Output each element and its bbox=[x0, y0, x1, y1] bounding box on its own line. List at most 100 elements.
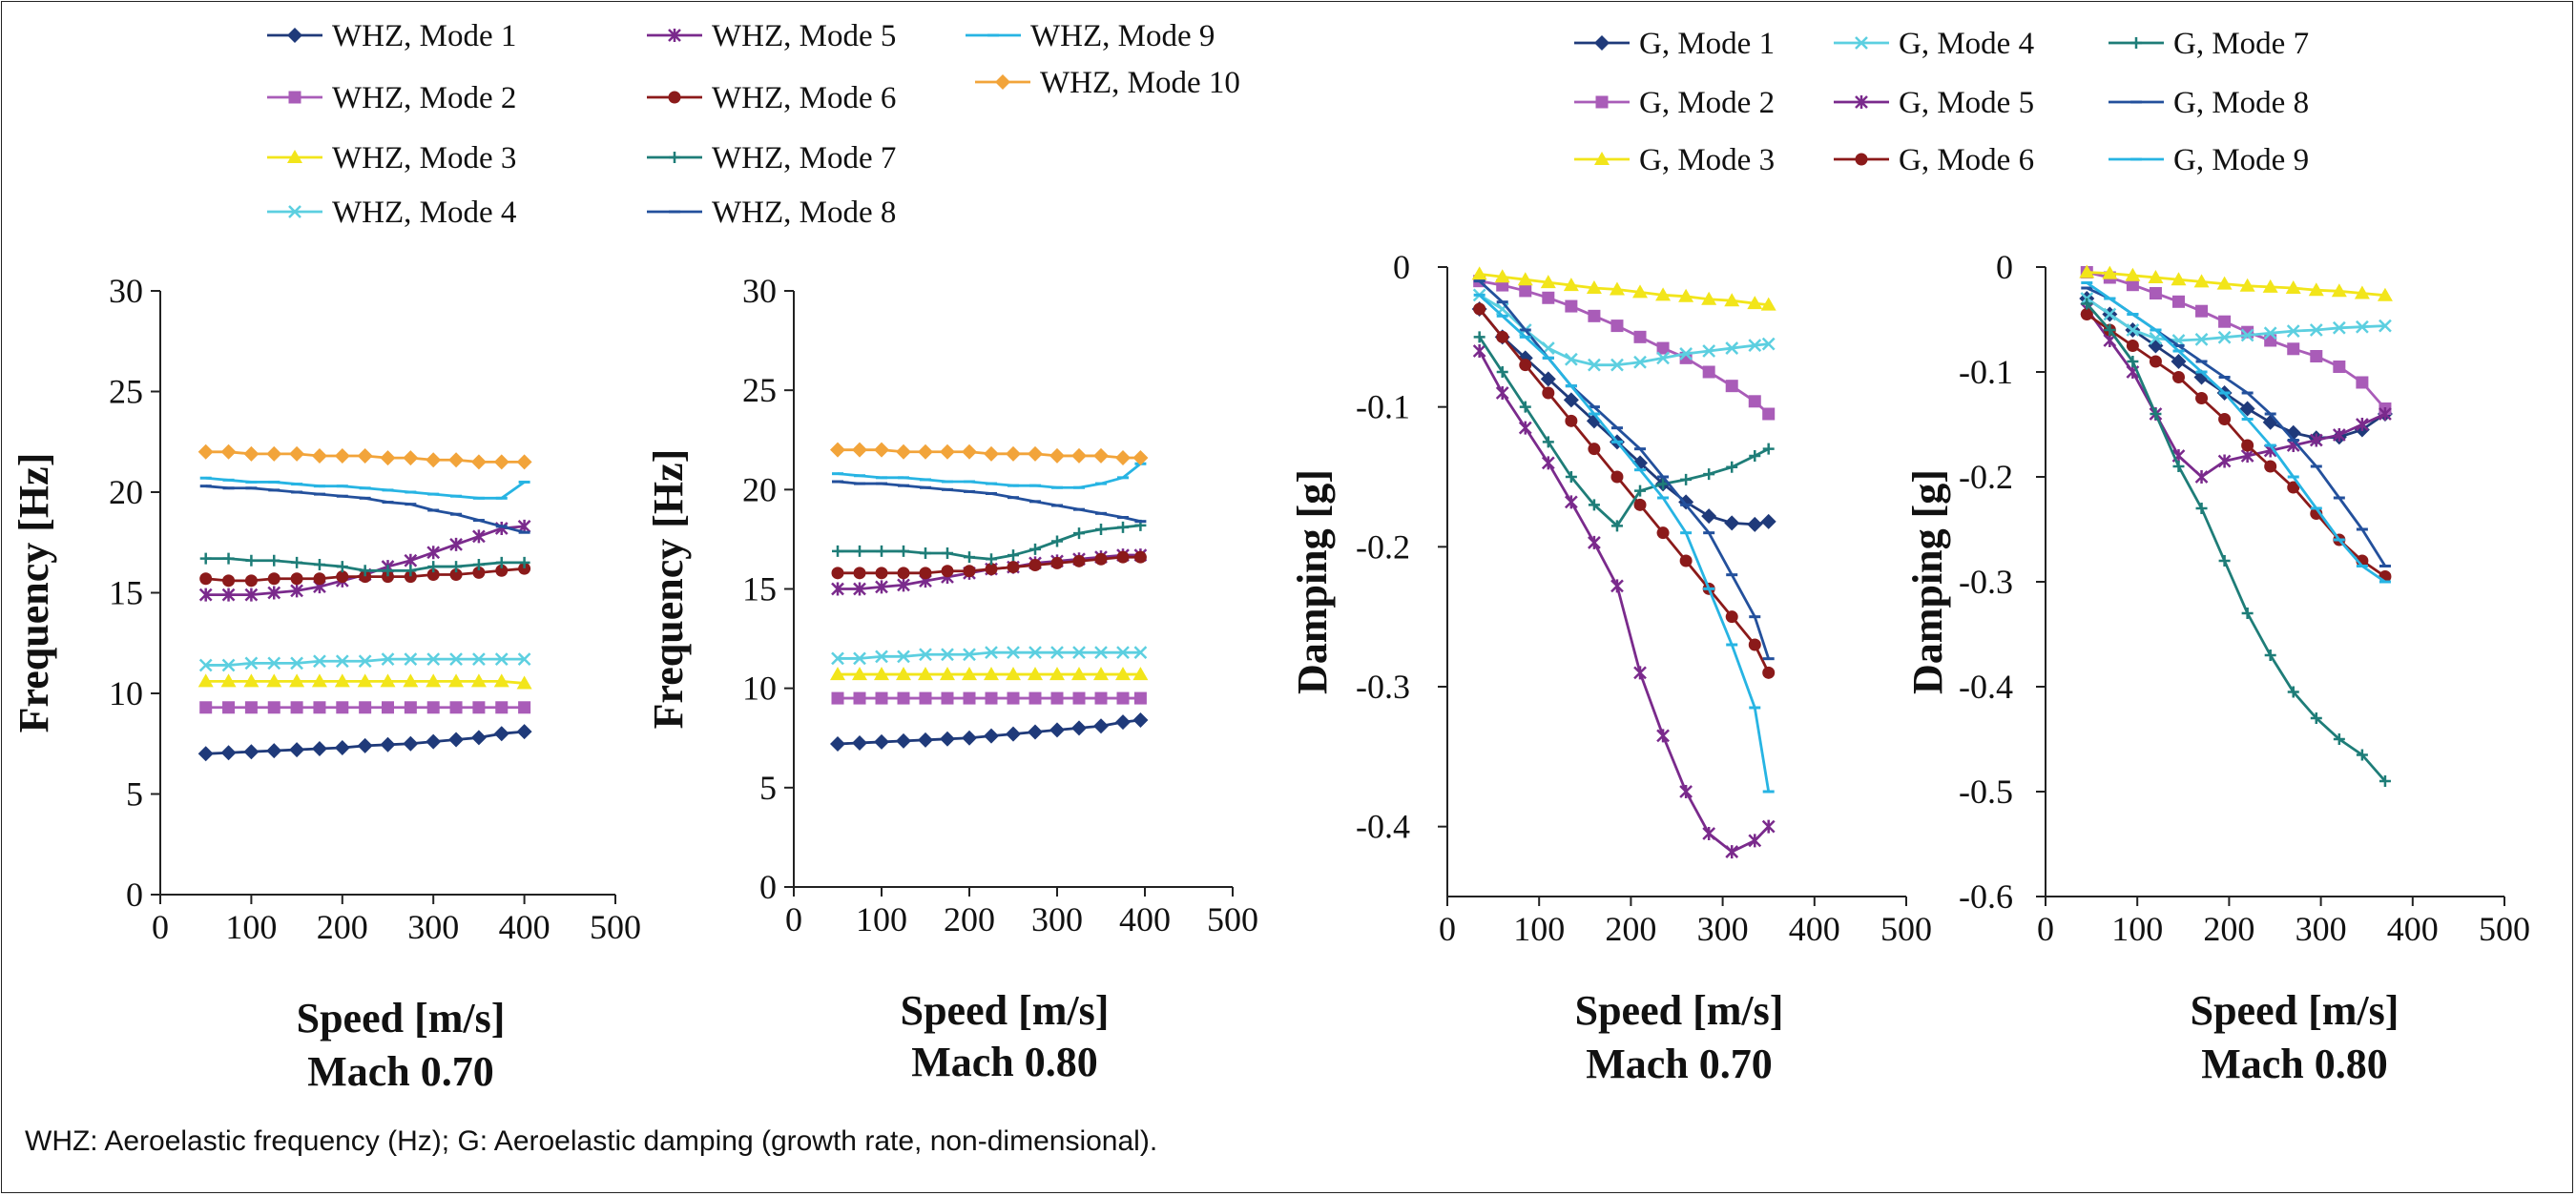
legend-marker bbox=[668, 29, 681, 42]
data-point bbox=[918, 443, 933, 460]
data-point bbox=[852, 734, 867, 751]
x-tick-label: 200 bbox=[317, 908, 368, 946]
data-point bbox=[1633, 330, 1647, 343]
data-point bbox=[1655, 287, 1672, 301]
data-point bbox=[2356, 418, 2369, 431]
data-point bbox=[426, 452, 442, 468]
data-point bbox=[518, 701, 531, 714]
series-6 bbox=[1473, 302, 1776, 679]
data-point bbox=[1541, 456, 1555, 470]
data-point bbox=[1703, 468, 1715, 481]
y-tick-label: -0.6 bbox=[1959, 877, 2013, 916]
data-point bbox=[2264, 460, 2277, 473]
data-point bbox=[1133, 646, 1148, 660]
data-point bbox=[831, 691, 844, 705]
data-point bbox=[2241, 439, 2254, 452]
data-point bbox=[1133, 691, 1147, 705]
data-point bbox=[942, 547, 953, 559]
data-point bbox=[1115, 714, 1131, 731]
data-point bbox=[472, 529, 486, 544]
y-tick-label: 30 bbox=[742, 272, 777, 310]
x-tick-label: 200 bbox=[944, 900, 995, 938]
series-8 bbox=[199, 485, 530, 534]
x-tick-label: 200 bbox=[1605, 910, 1656, 948]
data-point bbox=[1049, 722, 1065, 738]
data-point bbox=[2149, 355, 2162, 368]
data-point bbox=[1028, 691, 1042, 705]
data-point bbox=[2217, 454, 2232, 468]
data-point bbox=[2332, 320, 2346, 335]
data-point bbox=[2125, 267, 2141, 281]
series-line bbox=[2086, 281, 2386, 584]
data-point bbox=[2379, 775, 2391, 787]
data-point bbox=[1006, 667, 1021, 681]
chart-panel-4: -0.6 -0.5 -0.4 -0.3 -0.2 -0.1 0 0 100 200 300 400 50… bbox=[1904, 248, 2530, 1087]
legend-marker bbox=[2130, 37, 2142, 49]
data-point bbox=[449, 652, 463, 667]
data-point bbox=[2333, 361, 2346, 373]
data-point bbox=[404, 570, 417, 584]
data-point bbox=[2149, 287, 2162, 299]
data-point bbox=[897, 578, 910, 592]
data-point bbox=[2264, 650, 2276, 661]
y-tick-label: 0 bbox=[1996, 248, 2013, 286]
data-point bbox=[1542, 291, 1555, 304]
data-point bbox=[381, 652, 395, 667]
y-tick-label: 10 bbox=[109, 674, 143, 712]
chart-panel-3: -0.4 -0.3 -0.2 -0.1 0 0 100 200 300 400 500 Damping… bbox=[1289, 248, 1932, 1087]
data-point bbox=[266, 445, 282, 462]
chart-subtitle: Mach 0.70 bbox=[307, 1048, 494, 1095]
data-point bbox=[358, 654, 372, 669]
series-line bbox=[2086, 297, 2386, 342]
data-point bbox=[963, 691, 976, 705]
data-point bbox=[2195, 392, 2209, 404]
series-4 bbox=[198, 652, 531, 672]
data-point bbox=[1724, 515, 1740, 531]
data-point bbox=[197, 673, 214, 688]
data-point bbox=[830, 667, 845, 681]
data-point bbox=[1748, 339, 1762, 353]
data-point bbox=[313, 701, 326, 714]
data-point bbox=[2218, 315, 2232, 328]
data-point bbox=[830, 736, 845, 752]
data-point bbox=[1496, 366, 1508, 378]
data-point bbox=[874, 667, 889, 681]
data-point bbox=[222, 701, 236, 714]
legend-marker bbox=[1855, 95, 1868, 109]
data-point bbox=[2194, 470, 2209, 484]
legend-entry: G, Mode 9 bbox=[2109, 143, 2309, 177]
data-point bbox=[311, 673, 327, 688]
data-point bbox=[495, 564, 509, 577]
y-tick-label: 5 bbox=[126, 775, 143, 814]
data-point bbox=[1050, 646, 1064, 660]
legend-marker bbox=[669, 152, 680, 163]
data-point bbox=[199, 552, 212, 565]
data-point bbox=[359, 701, 372, 714]
data-point bbox=[897, 691, 910, 705]
series-5 bbox=[1472, 344, 1776, 859]
legend-entry: WHZ, Mode 9 bbox=[966, 19, 1215, 53]
data-point bbox=[854, 545, 865, 557]
data-point bbox=[2080, 308, 2093, 320]
data-point bbox=[2310, 712, 2322, 724]
data-point bbox=[1093, 718, 1109, 734]
data-point bbox=[1725, 341, 1739, 355]
data-point bbox=[449, 537, 463, 551]
data-point bbox=[1762, 666, 1776, 679]
data-point bbox=[1565, 299, 1578, 313]
data-point bbox=[1748, 638, 1761, 651]
data-point bbox=[357, 737, 373, 753]
y-tick-label: -0.1 bbox=[1959, 353, 2013, 391]
data-point bbox=[963, 648, 976, 662]
legend-label: G, Mode 6 bbox=[1899, 143, 2034, 177]
data-point bbox=[516, 454, 532, 470]
data-point bbox=[1051, 535, 1063, 547]
data-point bbox=[2126, 323, 2140, 337]
data-point bbox=[1564, 352, 1578, 366]
data-point bbox=[2150, 408, 2162, 420]
data-point bbox=[2079, 264, 2095, 278]
data-point bbox=[290, 584, 303, 598]
data-point bbox=[1748, 395, 1761, 408]
data-point bbox=[470, 673, 487, 688]
